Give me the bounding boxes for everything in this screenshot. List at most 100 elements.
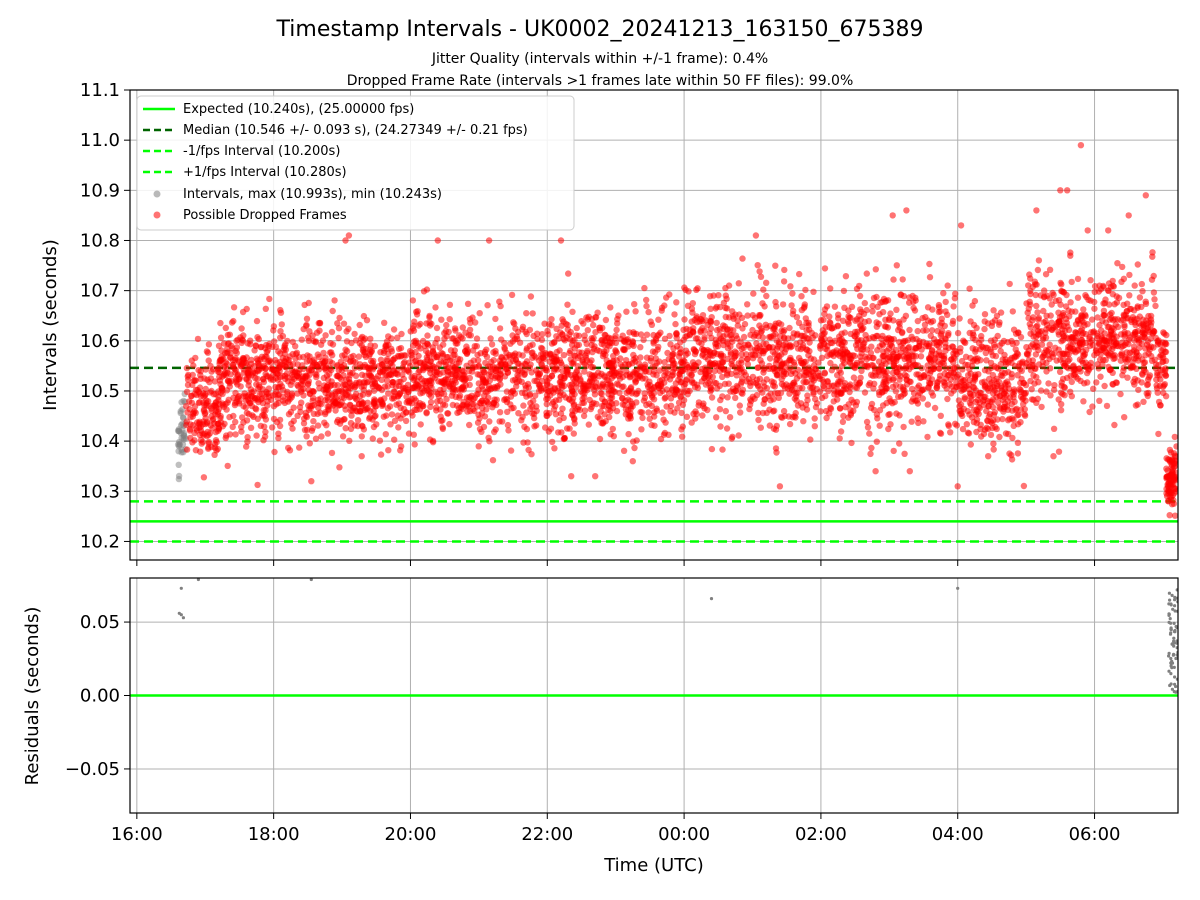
dropped-frame-point	[463, 394, 471, 401]
residual-point	[1172, 665, 1176, 670]
dropped-frame-point	[615, 312, 622, 319]
dropped-frame-point	[964, 429, 972, 436]
dropped-frame-point	[807, 436, 814, 443]
dropped-frame-point	[1135, 386, 1142, 394]
dropped-frame-point	[984, 417, 991, 424]
dropped-frame-point	[992, 352, 1000, 360]
dropped-frame-point	[347, 357, 354, 364]
residual-point	[1170, 659, 1174, 664]
dropped-frame-point	[320, 360, 327, 367]
dropped-frame-point	[445, 328, 452, 336]
dropped-frame-point	[895, 370, 902, 378]
dropped-frame-point	[713, 385, 721, 392]
dropped-frame-point	[395, 382, 403, 389]
dropped-frame-point	[672, 320, 679, 328]
dropped-frame-point	[738, 359, 745, 367]
dropped-frame-point	[488, 341, 496, 348]
dropped-frame-point	[774, 389, 781, 397]
dropped-frame-point	[637, 331, 645, 338]
dropped-frame-point	[1129, 364, 1136, 371]
dropped-frame-point	[1043, 388, 1050, 395]
dropped-frame-point	[1078, 357, 1086, 365]
dropped-frame-point	[1093, 379, 1100, 386]
dropped-frame-point	[260, 437, 267, 444]
dropped-frame-point	[752, 331, 759, 339]
dropped-frame-point	[1142, 192, 1150, 199]
dropped-frame-point	[521, 360, 529, 367]
dropped-frame-point	[757, 311, 764, 319]
dropped-frame-point	[719, 373, 726, 381]
dropped-frame-point	[708, 445, 716, 453]
dropped-frame-point	[333, 394, 340, 401]
dropped-frame-point	[321, 419, 328, 426]
dropped-frame-point	[260, 378, 268, 386]
dropped-frame-point	[1072, 329, 1080, 336]
dropped-frame-point	[719, 446, 726, 453]
y-tick-label: 10.2	[80, 531, 120, 552]
dropped-frame-point	[893, 306, 900, 313]
dropped-frame-point	[491, 374, 499, 382]
dropped-frame-point	[732, 387, 739, 395]
dropped-frame-point	[1000, 408, 1007, 415]
dropped-frame-point	[204, 349, 212, 356]
dropped-frame-point	[255, 335, 262, 343]
dropped-frame-point	[519, 352, 526, 359]
dropped-frame-point	[1040, 307, 1047, 315]
chart-title: Timestamp Intervals - UK0002_20241213_16…	[276, 17, 924, 42]
dropped-frame-point	[1056, 350, 1064, 358]
dropped-frame-point	[496, 298, 503, 305]
dropped-frame-point	[606, 342, 613, 350]
dropped-frame-point	[496, 409, 504, 416]
dropped-frame-point	[1008, 337, 1015, 345]
dropped-frame-point	[897, 291, 905, 298]
dropped-frame-point	[1034, 322, 1041, 329]
dropped-frame-point	[548, 387, 556, 394]
dropped-frame-point	[1155, 398, 1163, 406]
dropped-frame-point	[1139, 316, 1147, 323]
dropped-frame-point	[548, 340, 556, 347]
dropped-frame-point	[898, 329, 906, 337]
dropped-frame-point	[247, 341, 254, 348]
dropped-frame-point	[736, 402, 743, 409]
dropped-frame-point	[1037, 292, 1044, 299]
dropped-frame-point	[803, 327, 810, 334]
dropped-frame-point	[963, 421, 970, 428]
dropped-frame-point	[293, 349, 301, 356]
dropped-frame-point	[689, 300, 696, 307]
dropped-frame-point	[820, 382, 827, 390]
dropped-frame-point	[625, 388, 632, 395]
interval-point	[176, 438, 183, 446]
dropped-frame-point	[212, 437, 220, 444]
dropped-frame-point	[1028, 361, 1036, 369]
dropped-frame-point	[634, 390, 641, 397]
dropped-frame-point	[637, 372, 644, 379]
dropped-frame-point	[535, 388, 543, 395]
dropped-frame-point	[1008, 370, 1015, 378]
dropped-frame-point	[410, 342, 417, 349]
dropped-frame-point	[269, 343, 276, 350]
dropped-frame-point	[717, 335, 725, 342]
dropped-frame-point	[791, 379, 798, 386]
dropped-frame-point	[588, 341, 595, 349]
dropped-frame-point	[1150, 272, 1157, 280]
dropped-frame-point	[760, 366, 767, 373]
dropped-frame-point	[292, 343, 299, 350]
dropped-frame-point	[298, 399, 305, 406]
dropped-frame-point	[371, 342, 379, 350]
dropped-frame-point	[646, 415, 653, 422]
dropped-frame-point	[579, 399, 586, 407]
legend-median-label: Median (10.546 +/- 0.093 s), (24.27349 +…	[183, 123, 528, 138]
dropped-frame-point	[874, 303, 881, 310]
dropped-frame-point	[497, 381, 504, 388]
dropped-frame-point	[545, 428, 552, 435]
dropped-frame-point	[489, 457, 497, 464]
dropped-frame-point	[405, 430, 413, 437]
dropped-frame-point	[645, 308, 652, 316]
dropped-frame-point	[1101, 382, 1108, 390]
dropped-frame-point	[896, 412, 903, 419]
dropped-frame-point	[1091, 283, 1099, 290]
dropped-frame-point	[1154, 389, 1161, 396]
dropped-frame-point	[402, 417, 410, 425]
dropped-frame-point	[589, 383, 596, 391]
dropped-frame-point	[735, 280, 742, 287]
